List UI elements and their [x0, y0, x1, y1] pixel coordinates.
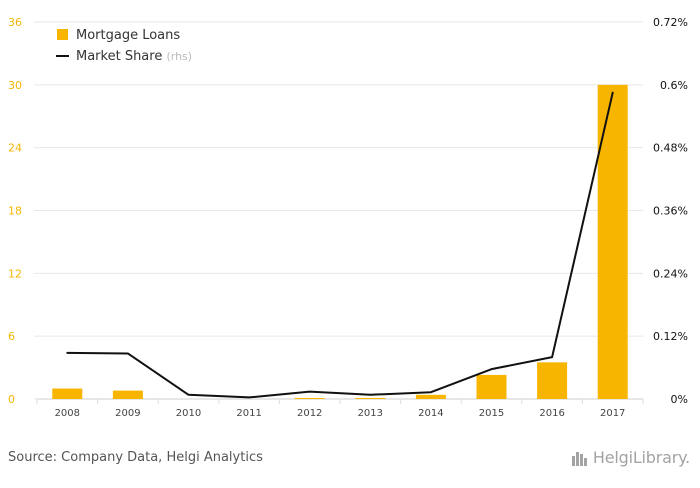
x-tick-label: 2010 [176, 408, 201, 419]
legend-label-market-share-suffix: (rhs) [166, 50, 192, 63]
line-market-share [66, 91, 614, 399]
y-right-tick-label: 0% [671, 393, 688, 406]
y-right-tick-label: 0.48% [653, 142, 688, 155]
y-left-tick-label: 24 [8, 142, 22, 155]
bar-mortgage-loans-2013 [355, 397, 386, 399]
y-left-tick-label: 30 [8, 79, 22, 92]
y-left-tick-label: 36 [8, 16, 22, 29]
source-note: Source: Company Data, Helgi Analytics [8, 450, 263, 465]
x-tick-label: 2015 [479, 408, 504, 419]
x-tick-label: 2014 [418, 408, 443, 419]
bar-mortgage-loans-2016 [537, 362, 568, 399]
bar-mortgage-loans-2015 [476, 374, 507, 399]
helgi-library-brand: HelgiLibrary. [571, 448, 690, 467]
x-tick-label: 2012 [297, 408, 322, 419]
x-tick-label: 2008 [55, 408, 80, 419]
bar-mortgage-loans-2014 [415, 394, 446, 399]
y-right-tick-label: 0.72% [653, 16, 688, 29]
x-tick-label: 2009 [115, 408, 140, 419]
helgi-library-logo-icon [571, 451, 587, 466]
y-right-tick-label: 0.36% [653, 205, 688, 218]
legend-swatch-mortgage-loans [57, 29, 68, 40]
bar-mortgage-loans-2017 [597, 84, 628, 399]
y-right-tick-label: 0.12% [653, 330, 688, 343]
x-tick-label: 2017 [600, 408, 625, 419]
legend-label-market-share-text: Market Share [76, 49, 166, 64]
y-right-tick-label: 0.6% [660, 79, 688, 92]
legend-label-mortgage-loans: Mortgage Loans [76, 28, 180, 43]
bar-mortgage-loans-2012 [294, 397, 325, 399]
y-right-tick-label: 0.24% [653, 267, 688, 280]
x-tick-label: 2016 [539, 408, 564, 419]
brand-name: HelgiLibrary. [592, 448, 690, 467]
legend-label-market-share: Market Share (rhs) [76, 49, 192, 64]
x-tick-label: 2011 [236, 408, 261, 419]
y-left-tick-label: 6 [8, 330, 15, 343]
bar-mortgage-loans-2008 [52, 388, 83, 399]
y-left-tick-label: 18 [8, 205, 22, 218]
y-left-tick-label: 12 [8, 267, 22, 280]
bar-mortgage-loans-2009 [112, 390, 143, 399]
y-left-tick-label: 0 [8, 393, 15, 406]
x-tick-label: 2013 [358, 408, 383, 419]
